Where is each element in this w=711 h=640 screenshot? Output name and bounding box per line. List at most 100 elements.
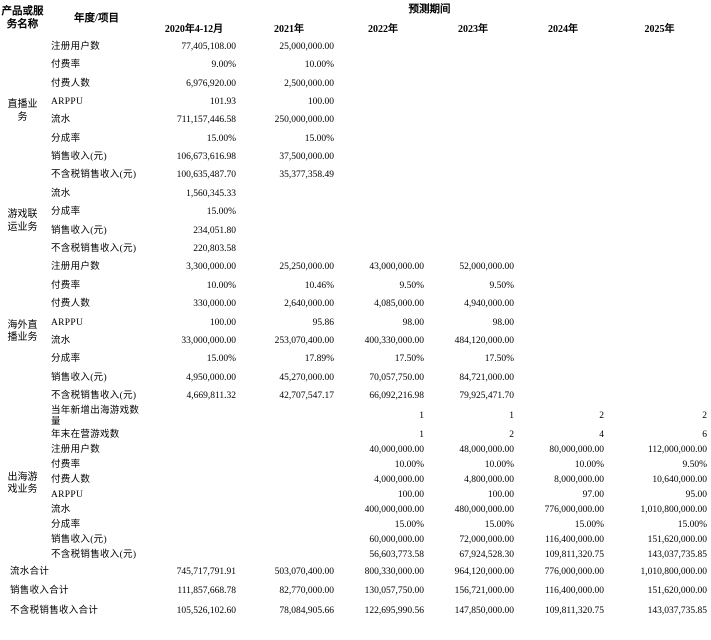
table-cell (608, 112, 711, 130)
table-row: 分成率 15.00% 15.00% (0, 130, 711, 148)
row-label: 销售收入(元) (51, 534, 107, 545)
table-cell: 6 (702, 429, 707, 440)
total-row: 销售收入合计 111,857,668.78 82,770,000.00 130,057… (0, 582, 711, 602)
table-cell: 98.00 (492, 317, 514, 328)
table-cell (518, 314, 608, 332)
table-cell: 2 (599, 411, 604, 422)
table-body: 直播业务 注册用户数 77,405,108.00 25,000,000.00 付费率 9.… (0, 38, 711, 621)
period-header: 2021年 (274, 23, 304, 35)
table-cell (428, 148, 518, 166)
table-cell: 1 (419, 411, 424, 422)
table-cell: 15.00% (394, 519, 424, 530)
table-row: 付费人数 4,000,000.00 4,800,000.00 8,000,000.00… (0, 473, 711, 488)
group-label-text: 海外直播业务 (7, 319, 38, 344)
table-cell (518, 148, 608, 166)
table-cell (240, 503, 338, 518)
span-header-forecast-period: 预测期间 (408, 4, 451, 16)
table-cell: 745,717,791.91 (176, 566, 236, 577)
table-cell: 66,092,216.98 (369, 391, 424, 402)
table-row: 流水 400,000,000.00 480,000,000.00 776,000,00… (0, 503, 711, 518)
table-row: 销售收入(元) 106,673,616.98 37,500,000.00 (0, 148, 711, 166)
row-label: 流水 (51, 188, 71, 199)
period-header: 2023年 (458, 23, 488, 35)
table-cell: 25,250,000.00 (279, 262, 334, 273)
table-row: 不含税销售收入(元) 56,603,773.58 67,924,528.30 109,… (0, 548, 711, 563)
row-label: 分成率 (51, 133, 81, 144)
table-cell: 15.00% (206, 207, 236, 218)
table-cell: 77,405,108.00 (181, 41, 236, 52)
total-row-label: 销售收入合计 (10, 586, 69, 597)
table-cell (240, 443, 338, 458)
table-cell (518, 240, 608, 258)
table-cell (518, 351, 608, 369)
table-cell (240, 473, 338, 488)
table-row: 销售收入(元) 234,051.80 (0, 222, 711, 240)
table-cell: 9.50% (489, 280, 514, 291)
table-cell: 95.00 (685, 489, 707, 500)
table-cell (518, 204, 608, 222)
table-cell: 67,924,528.30 (459, 549, 514, 560)
table-row: 不含税销售收入(元) 100,635,487.70 35,377,358.49 (0, 167, 711, 185)
table-cell: 4,669,811.32 (186, 391, 236, 402)
table-cell (428, 93, 518, 111)
table-cell (240, 533, 338, 548)
table-cell (608, 38, 711, 56)
table-cell (518, 369, 608, 387)
table-cell (608, 93, 711, 111)
table-cell (608, 148, 711, 166)
group-label: 游戏联运业务 (0, 185, 45, 259)
table-cell (518, 332, 608, 350)
group-label: 海外直播业务 (0, 259, 45, 406)
table-cell: 2,500,000.00 (284, 78, 334, 89)
table-cell (338, 130, 428, 148)
table-cell: 4,950,000.00 (186, 372, 236, 383)
table-cell: 15.00% (206, 133, 236, 144)
table-cell: 776,000,000.00 (544, 566, 604, 577)
table-cell (338, 185, 428, 203)
total-row: 不含税销售收入合计 105,526,102.60 78,084,905.66 122,… (0, 602, 711, 622)
table-cell: 70,057,750.00 (369, 372, 424, 383)
table-cell (428, 130, 518, 148)
table-cell (608, 369, 711, 387)
table-cell: 100.00 (397, 489, 424, 500)
table-cell: 111,857,668.78 (177, 586, 236, 597)
table-cell (518, 185, 608, 203)
row-label: 销售收入(元) (51, 372, 107, 383)
total-row-label: 不含税销售收入合计 (10, 605, 99, 616)
table-cell: 17.50% (394, 354, 424, 365)
table-cell: 156,721,000.00 (454, 586, 514, 597)
total-row-label: 流水合计 (10, 566, 50, 577)
table-row: 付费人数 330,000.00 2,640,000.00 4,085,000.00 4,… (0, 295, 711, 313)
table-cell (518, 56, 608, 74)
table-cell: 52,000,000.00 (459, 262, 514, 273)
column-header-product-or-service: 产品或服务名称 (1, 6, 44, 30)
table-cell: 8,000,000.00 (554, 474, 604, 485)
row-label: 不含税销售收入(元) (51, 549, 137, 560)
table-row: 不含税销售收入(元) 220,803.58 (0, 240, 711, 258)
table-cell: 101.93 (209, 96, 236, 107)
table-cell (148, 503, 240, 518)
period-header: 2022年 (368, 23, 398, 35)
table-row: 不含税销售收入(元) 4,669,811.32 42,707,547.17 66,09… (0, 387, 711, 405)
group-label-text: 游戏联运业务 (7, 209, 38, 233)
table-cell (608, 387, 711, 405)
table-row: 销售收入(元) 4,950,000.00 45,270,000.00 70,057,7… (0, 369, 711, 387)
row-label: ARPPU (51, 317, 84, 328)
table-cell (608, 277, 711, 295)
table-cell: 143,037,735.85 (647, 549, 707, 560)
row-label: 不含税销售收入(元) (51, 170, 137, 181)
table-row: 直播业务 注册用户数 77,405,108.00 25,000,000.00 (0, 38, 711, 123)
row-label: 分成率 (51, 519, 81, 530)
table-cell: 2 (702, 411, 707, 422)
table-cell (338, 222, 428, 240)
table-cell (338, 240, 428, 258)
table-row: 流水 33,000,000.00 253,070,400.00 400,330,000… (0, 332, 711, 350)
table-cell: 10,640,000.00 (652, 474, 707, 485)
table-cell: 37,500,000.00 (279, 152, 334, 163)
row-label: 付费人数 (51, 299, 91, 310)
table-cell (338, 112, 428, 130)
table-cell (338, 167, 428, 185)
table-row: 年末在营游戏数 1 2 4 6 (0, 428, 711, 443)
table-cell: 72,000,000.00 (459, 534, 514, 545)
table-cell (608, 332, 711, 350)
